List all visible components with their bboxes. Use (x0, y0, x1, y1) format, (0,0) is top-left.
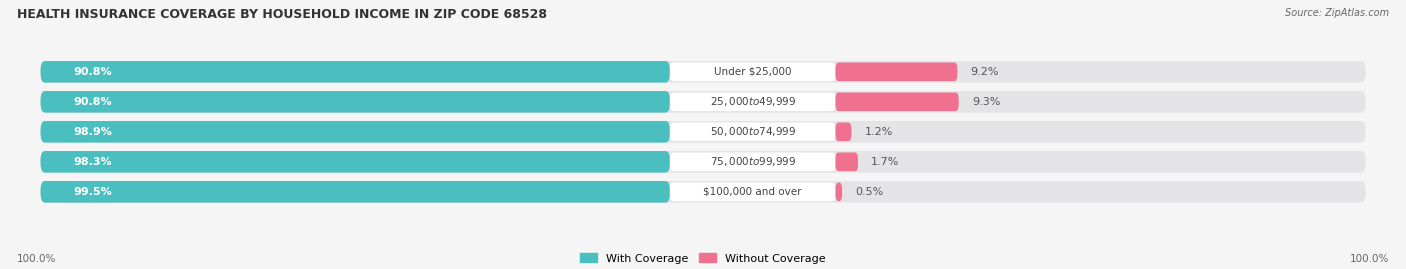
FancyBboxPatch shape (41, 121, 1365, 143)
Text: 1.2%: 1.2% (865, 127, 893, 137)
FancyBboxPatch shape (41, 121, 669, 143)
FancyBboxPatch shape (41, 91, 669, 113)
FancyBboxPatch shape (835, 153, 858, 171)
FancyBboxPatch shape (41, 91, 1365, 113)
FancyBboxPatch shape (41, 181, 669, 203)
FancyBboxPatch shape (41, 61, 1365, 83)
Text: $75,000 to $99,999: $75,000 to $99,999 (710, 155, 796, 168)
FancyBboxPatch shape (41, 181, 1365, 203)
FancyBboxPatch shape (41, 151, 669, 173)
Text: 100.0%: 100.0% (17, 254, 56, 264)
FancyBboxPatch shape (41, 151, 1365, 173)
Text: $100,000 and over: $100,000 and over (703, 187, 801, 197)
Text: 99.5%: 99.5% (73, 187, 112, 197)
FancyBboxPatch shape (669, 182, 835, 201)
Text: HEALTH INSURANCE COVERAGE BY HOUSEHOLD INCOME IN ZIP CODE 68528: HEALTH INSURANCE COVERAGE BY HOUSEHOLD I… (17, 8, 547, 21)
Text: 9.2%: 9.2% (970, 67, 1000, 77)
Legend: With Coverage, Without Coverage: With Coverage, Without Coverage (581, 253, 825, 264)
Text: 90.8%: 90.8% (73, 97, 112, 107)
Text: 98.3%: 98.3% (73, 157, 112, 167)
Text: $25,000 to $49,999: $25,000 to $49,999 (710, 95, 796, 108)
FancyBboxPatch shape (669, 93, 835, 111)
FancyBboxPatch shape (835, 182, 842, 201)
FancyBboxPatch shape (669, 62, 835, 81)
FancyBboxPatch shape (835, 62, 957, 81)
FancyBboxPatch shape (669, 153, 835, 171)
Text: 90.8%: 90.8% (73, 67, 112, 77)
Text: Source: ZipAtlas.com: Source: ZipAtlas.com (1285, 8, 1389, 18)
Text: 100.0%: 100.0% (1350, 254, 1389, 264)
Text: $50,000 to $74,999: $50,000 to $74,999 (710, 125, 796, 138)
Text: 9.3%: 9.3% (972, 97, 1000, 107)
Text: 0.5%: 0.5% (855, 187, 883, 197)
Text: 98.9%: 98.9% (73, 127, 112, 137)
FancyBboxPatch shape (669, 122, 835, 141)
FancyBboxPatch shape (41, 61, 669, 83)
FancyBboxPatch shape (835, 93, 959, 111)
Text: Under $25,000: Under $25,000 (714, 67, 792, 77)
Text: 1.7%: 1.7% (872, 157, 900, 167)
FancyBboxPatch shape (835, 122, 852, 141)
